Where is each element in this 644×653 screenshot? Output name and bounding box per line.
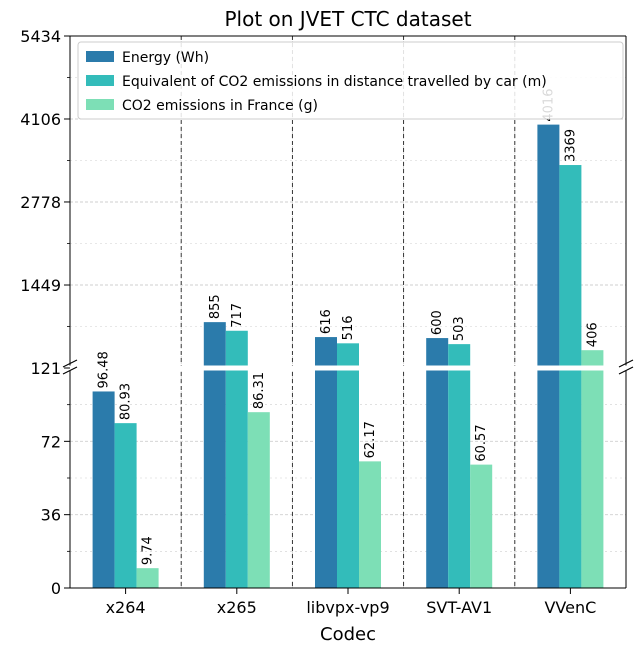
bar	[315, 368, 337, 588]
bar	[92, 391, 115, 588]
legend-label: CO2 emissions in France (g)	[122, 98, 318, 114]
x-tick-label: x264	[106, 598, 146, 617]
data-label: 96.48	[97, 351, 112, 388]
bar	[581, 368, 604, 588]
bar	[225, 330, 248, 368]
bar	[559, 165, 582, 368]
bar	[315, 337, 337, 368]
data-label: 3369	[563, 129, 578, 162]
data-label: 516	[341, 315, 356, 340]
legend: Energy (Wh) Equivalent of CO2 emissions i…	[77, 41, 624, 120]
legend-box	[77, 41, 624, 120]
bar	[537, 368, 560, 588]
bar	[337, 343, 359, 368]
data-label: 9.74	[141, 536, 156, 565]
bar	[448, 344, 471, 368]
legend-swatch	[86, 51, 114, 62]
bar	[470, 464, 493, 588]
legend-swatch	[86, 75, 114, 86]
axis-break-mark	[62, 366, 78, 375]
axis-break-mark	[618, 366, 634, 375]
bar	[581, 350, 604, 368]
legend-label: Energy (Wh)	[122, 50, 209, 66]
data-label: 80.93	[119, 383, 134, 420]
data-label: 62.17	[363, 421, 378, 458]
legend-label: Equivalent of CO2 emissions in distance …	[122, 74, 547, 90]
bar	[225, 368, 248, 588]
x-tick-label: x265	[217, 598, 257, 617]
x-tick-label: libvpx-vp9	[306, 598, 389, 617]
data-label: 616	[319, 309, 334, 334]
bar	[337, 368, 359, 588]
data-label: 60.57	[474, 424, 489, 461]
bars	[70, 124, 626, 588]
data-label: 717	[230, 303, 245, 328]
data-label: 503	[452, 316, 467, 341]
bar	[359, 461, 381, 588]
y-tick-label: 4106	[20, 110, 61, 129]
axis-break-gap	[70, 365, 626, 371]
y-tick-label: 5434	[20, 27, 61, 46]
bar	[537, 124, 560, 368]
data-label: 855	[208, 294, 223, 319]
bar	[426, 368, 449, 588]
y-tick-label: 36	[41, 506, 61, 525]
legend-swatch	[86, 99, 114, 110]
data-label: 86.31	[252, 372, 267, 409]
bar	[559, 368, 582, 588]
bar	[203, 368, 226, 588]
axis-break-mark	[62, 359, 78, 368]
y-tick-label: 1449	[20, 276, 61, 295]
axis-break-gap	[624, 365, 628, 371]
axis-break-mark	[618, 359, 634, 368]
y-tick-label: 2778	[20, 193, 61, 212]
x-axis-title: Codec	[320, 624, 376, 645]
axes: 0 36 72 121 1449 2778 4106 5434 x264 x265 libvpx-v…	[20, 27, 634, 617]
data-label: 406	[585, 322, 600, 347]
bar	[114, 423, 137, 588]
bar	[426, 338, 449, 368]
x-tick-label: VVenC	[544, 598, 596, 617]
bar	[136, 568, 159, 588]
y-tick-label: 0	[51, 579, 61, 598]
bar	[203, 322, 226, 368]
bar	[247, 412, 270, 588]
y-tick-label: 121	[30, 359, 61, 378]
y-tick-label: 72	[41, 432, 61, 451]
data-label: 600	[430, 310, 445, 335]
x-tick-label: SVT-AV1	[426, 598, 492, 617]
chart-title: Plot on JVET CTC dataset	[224, 7, 471, 31]
bar	[448, 368, 471, 588]
